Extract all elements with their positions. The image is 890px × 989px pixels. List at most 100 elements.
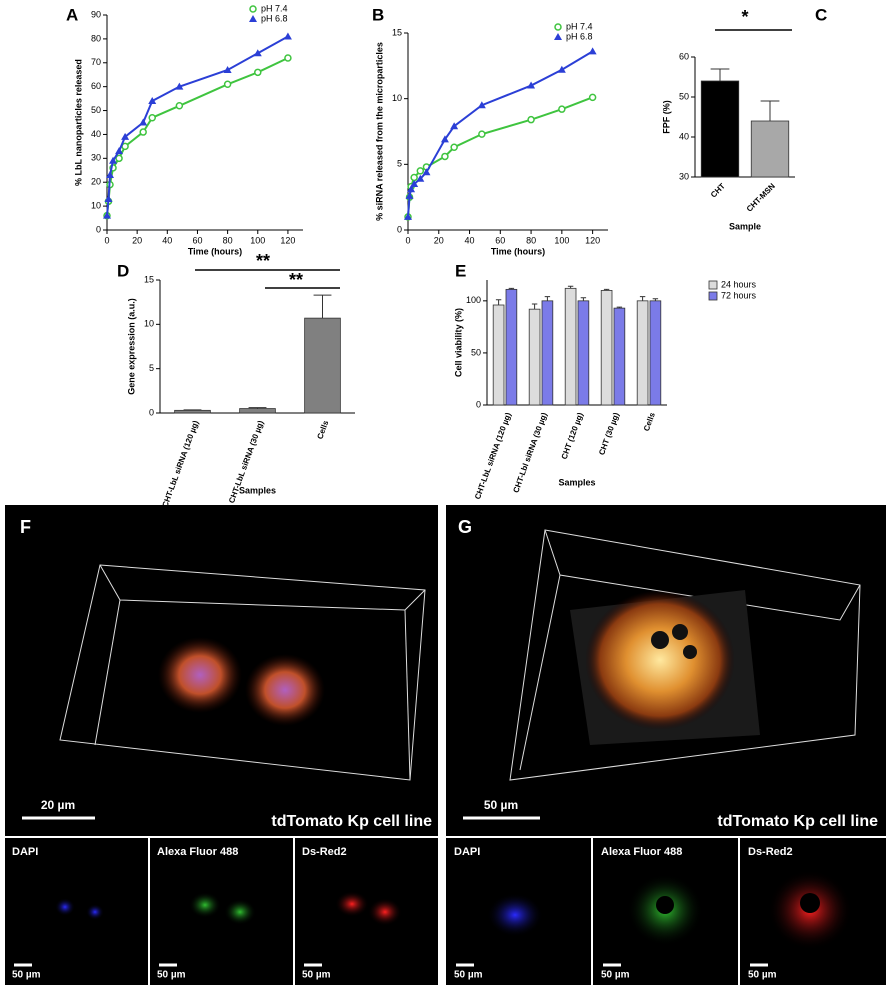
- marker: [139, 118, 148, 126]
- x-axis-title: Samples: [239, 485, 276, 495]
- marker: [175, 102, 184, 110]
- marker: [175, 82, 184, 90]
- caption: tdTomato Kp cell line: [717, 813, 878, 830]
- error-bar: [639, 296, 646, 301]
- scale-label: 50 µm: [12, 970, 41, 981]
- marker: [283, 32, 292, 40]
- marker: [254, 68, 262, 77]
- bar: [564, 287, 577, 406]
- marker: [121, 132, 130, 140]
- error-bar: [531, 303, 538, 310]
- scale-label: 50 µm: [302, 970, 331, 981]
- cell: [487, 893, 543, 937]
- panel-label: F: [20, 517, 31, 537]
- x-axis-title: Samples: [558, 477, 595, 487]
- marker: [407, 185, 416, 193]
- channel-label: Ds-Red2: [748, 846, 793, 858]
- y-tick-label: 60: [91, 81, 101, 91]
- y-tick-label: 80: [91, 33, 101, 43]
- panel-label: B: [372, 5, 384, 24]
- y-tick-label: 100: [466, 295, 481, 305]
- x-tick-label: 40: [162, 235, 172, 245]
- marker: [440, 135, 449, 143]
- marker: [450, 122, 459, 130]
- y-tick-label: 0: [96, 224, 101, 234]
- legend-label: pH 7.4: [261, 3, 288, 13]
- vacuole: [800, 893, 820, 913]
- y-tick-label: 10: [392, 93, 402, 103]
- legend-marker: [554, 23, 562, 31]
- y-tick-label: 40: [91, 129, 101, 139]
- bar: [505, 288, 518, 406]
- marker: [404, 212, 412, 220]
- legend-marker: [249, 5, 257, 13]
- x-tick-label: 0: [104, 235, 109, 245]
- y-tick-label: 70: [91, 57, 101, 67]
- y-tick-label: 15: [144, 274, 154, 284]
- marker: [410, 180, 419, 188]
- bar: [649, 300, 662, 406]
- line: [106, 57, 289, 216]
- error-bar: [710, 68, 730, 81]
- x-tick-label: 80: [526, 235, 536, 245]
- x-tick-label: 80: [223, 235, 233, 245]
- x-tick-label: CHT-Lbl siRNA (30 µg): [511, 411, 549, 494]
- y-axis-title: % LbL nanoparticles released: [73, 59, 83, 186]
- x-tick-label: 60: [192, 235, 202, 245]
- panel-label: G: [458, 517, 472, 537]
- x-tick-label: 0: [405, 235, 410, 245]
- panel-f: 20 µm tdTomato Kp cell line F: [5, 505, 438, 985]
- y-tick-label: 40: [679, 131, 689, 141]
- y-axis-title: % siRNA released from the microparticles: [374, 42, 384, 221]
- x-tick-label: CHT (120 µg): [560, 411, 585, 460]
- line: [407, 50, 594, 217]
- error-bar: [567, 285, 574, 289]
- marker: [422, 168, 431, 176]
- y-tick-label: 60: [679, 51, 689, 61]
- channel-label: Alexa Fluor 488: [157, 846, 238, 858]
- y-tick-label: 30: [679, 171, 689, 181]
- marker: [416, 174, 425, 182]
- legend-marker: [554, 33, 562, 40]
- error-bar: [544, 296, 551, 301]
- marker: [253, 49, 262, 57]
- box-3d: [59, 564, 426, 781]
- marker: [115, 147, 124, 155]
- x-tick-label: CHT-LbL siRNA (120 µg): [161, 419, 201, 509]
- marker: [106, 171, 115, 179]
- scale-label: 50 µm: [157, 970, 186, 981]
- channel-label: DAPI: [454, 846, 480, 858]
- y-tick-label: 5: [397, 159, 402, 169]
- x-tick-label: 120: [280, 235, 295, 245]
- marker: [109, 156, 118, 164]
- x-tick-label: Cells: [642, 411, 657, 433]
- channel-panel: [295, 838, 438, 985]
- x-axis-title: Time (hours): [491, 246, 545, 256]
- marker: [527, 115, 535, 124]
- cell: [245, 654, 325, 726]
- x-tick-label: 120: [585, 235, 600, 245]
- legend-label: 72 hours: [721, 290, 757, 300]
- cell: [86, 904, 104, 920]
- y-tick-label: 20: [91, 177, 101, 187]
- y-tick-label: 10: [144, 319, 154, 329]
- vacuole: [651, 631, 669, 649]
- error-bar: [313, 294, 332, 319]
- legend-label: 24 hours: [721, 279, 757, 289]
- scale-label: 50 µm: [748, 970, 777, 981]
- channel-label: Alexa Fluor 488: [601, 846, 682, 858]
- x-axis-title: Sample: [729, 221, 761, 231]
- caption: tdTomato Kp cell line: [271, 813, 432, 830]
- y-axis-title: FPF (%): [661, 100, 671, 134]
- marker: [416, 167, 425, 175]
- cell: [55, 898, 75, 916]
- error-bar: [652, 298, 659, 301]
- x-tick-label: 20: [132, 235, 142, 245]
- marker: [223, 65, 232, 73]
- bar: [577, 300, 590, 406]
- bar: [613, 307, 626, 406]
- annotation: *: [741, 7, 748, 27]
- cell: [335, 891, 369, 917]
- scale-label: 50 µm: [484, 798, 518, 812]
